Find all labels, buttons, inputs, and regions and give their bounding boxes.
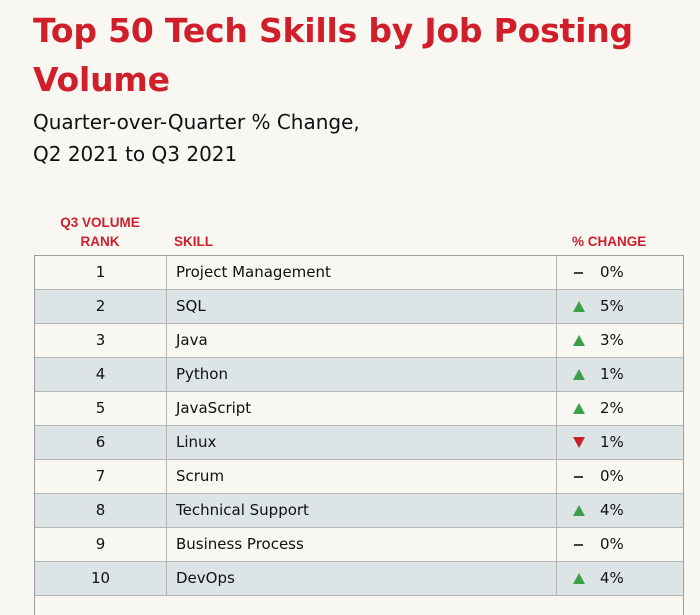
rank-cell: 7 xyxy=(95,467,106,485)
triangle-up-icon xyxy=(573,369,585,380)
rank-cell: 5 xyxy=(95,399,106,417)
change-cell: 0% xyxy=(556,460,683,493)
skill-cell: Java xyxy=(166,324,556,357)
rank-cell: 10 xyxy=(90,569,111,587)
rank-cell: 4 xyxy=(95,365,106,383)
change-cell: 0% xyxy=(556,528,683,561)
table-row: 4 Python 1% xyxy=(35,358,683,392)
change-cell: 1% xyxy=(556,358,683,391)
skill-cell: Technical Support xyxy=(166,494,556,527)
change-direction-marker xyxy=(572,528,588,561)
table-row: 5 JavaScript 2% xyxy=(35,392,683,426)
change-value: 0% xyxy=(600,535,624,553)
triangle-up-icon xyxy=(573,301,585,312)
change-direction-marker xyxy=(572,358,588,391)
table-row: 8 Technical Support 4% xyxy=(35,494,683,528)
change-value: 4% xyxy=(600,569,624,587)
triangle-up-icon xyxy=(573,403,585,414)
triangle-down-icon xyxy=(573,437,585,448)
rank-cell: 9 xyxy=(95,535,106,553)
table-row: 7 Scrum 0% xyxy=(35,460,683,494)
change-value: 0% xyxy=(600,263,624,281)
table-row: 3 Java 3% xyxy=(35,324,683,358)
rank-cell: 8 xyxy=(95,501,106,519)
rank-cell: 3 xyxy=(95,331,106,349)
change-direction-marker xyxy=(572,392,588,425)
change-direction-marker xyxy=(572,426,588,459)
change-value: 2% xyxy=(600,399,624,417)
change-direction-marker xyxy=(572,494,588,527)
column-header-rank: Q3 VOLUME RANK xyxy=(60,215,140,249)
skill-cell: DevOps xyxy=(166,562,556,595)
column-header-change: % CHANGE xyxy=(572,234,647,249)
table-row: 2 SQL 5% xyxy=(35,290,683,324)
change-value: 0% xyxy=(600,467,624,485)
triangle-up-icon xyxy=(573,335,585,346)
skill-cell: Scrum xyxy=(166,460,556,493)
change-value: 1% xyxy=(600,433,624,451)
change-direction-marker xyxy=(572,562,588,595)
column-header-skill: SKILL xyxy=(174,234,213,249)
change-value: 4% xyxy=(600,501,624,519)
rank-cell: 1 xyxy=(95,263,106,281)
table-row: 1 Project Management 0% xyxy=(35,256,683,290)
skill-cell: SQL xyxy=(166,290,556,323)
chart-subtitle: Quarter-over-Quarter % Change, Q2 2021 t… xyxy=(33,106,533,170)
change-value: 3% xyxy=(600,331,624,349)
triangle-up-icon xyxy=(573,573,585,584)
change-cell: 1% xyxy=(556,426,683,459)
subtitle-line-2: Q2 2021 to Q3 2021 xyxy=(33,142,238,166)
skill-cell: Business Process xyxy=(166,528,556,561)
chart-title: Top 50 Tech Skills by Job Posting Volume xyxy=(33,11,633,99)
change-cell: 4% xyxy=(556,562,683,595)
change-direction-marker xyxy=(572,460,588,493)
change-direction-marker xyxy=(572,290,588,323)
change-cell: 3% xyxy=(556,324,683,357)
skill-cell: JavaScript xyxy=(166,392,556,425)
change-value: 5% xyxy=(600,297,624,315)
change-cell: 0% xyxy=(556,256,683,289)
subtitle-line-1: Quarter-over-Quarter % Change, xyxy=(33,110,360,134)
skill-cell: Project Management xyxy=(166,256,556,289)
table-row: 6 Linux 1% xyxy=(35,426,683,460)
rank-cell: 2 xyxy=(95,297,106,315)
change-value: 1% xyxy=(600,365,624,383)
table-row: 10 DevOps 4% xyxy=(35,562,683,596)
change-cell: 5% xyxy=(556,290,683,323)
change-cell: 4% xyxy=(556,494,683,527)
skill-cell: Python xyxy=(166,358,556,391)
change-cell: 2% xyxy=(556,392,683,425)
change-direction-marker xyxy=(572,256,588,289)
skill-cell: Linux xyxy=(166,426,556,459)
change-direction-marker xyxy=(572,324,588,357)
skills-table: 1 Project Management 0% 2 SQL 5% 3 Java 3% 4 Pytho… xyxy=(34,255,684,615)
triangle-up-icon xyxy=(573,505,585,516)
table-row: 9 Business Process 0% xyxy=(35,528,683,562)
rank-cell: 6 xyxy=(95,433,106,451)
